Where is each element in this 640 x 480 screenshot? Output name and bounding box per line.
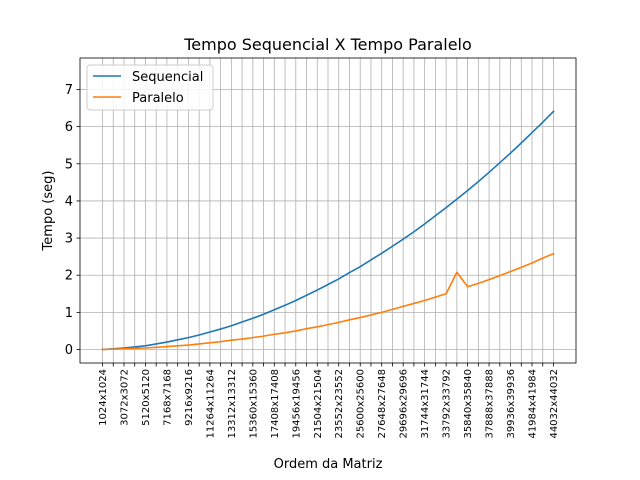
x-tick-label: 37888x37888 bbox=[485, 369, 496, 439]
y-axis-label: Tempo (seg) bbox=[41, 171, 56, 252]
y-tick-label: 7 bbox=[65, 83, 73, 98]
y-tick-label: 6 bbox=[65, 120, 73, 135]
x-tick-label: 11264x11264 bbox=[205, 369, 216, 439]
y-tick-label: 1 bbox=[65, 306, 73, 321]
x-tick-label: 5120x5120 bbox=[141, 369, 152, 426]
y-tick-label: 0 bbox=[65, 343, 73, 358]
x-tick-label: 33792x33792 bbox=[442, 369, 453, 439]
y-axis: 0 1 2 3 4 5 6 7 bbox=[65, 83, 80, 358]
series-lines bbox=[101, 110, 555, 351]
x-tick-label: 17408x17408 bbox=[270, 369, 281, 439]
y-tick-label: 5 bbox=[65, 157, 73, 172]
x-tick-label: 15360x15360 bbox=[248, 369, 259, 439]
x-tick-label: 1024x1024 bbox=[98, 369, 109, 426]
chart-title: Tempo Sequencial X Tempo Paralelo bbox=[183, 35, 472, 54]
x-tick-label: 29696x29696 bbox=[399, 369, 410, 439]
x-axis: 1024x1024 3072x3072 5120x5120 7168x7168 9216… bbox=[98, 363, 560, 439]
legend: Sequencial Paralelo bbox=[86, 64, 214, 111]
series-line-paralelo bbox=[101, 252, 555, 351]
x-tick-label: 25600x25600 bbox=[356, 369, 367, 439]
x-axis-label: Ordem da Matriz bbox=[274, 457, 383, 472]
x-tick-label: 19456x19456 bbox=[291, 369, 302, 439]
x-tick-label: 7168x7168 bbox=[162, 369, 173, 426]
x-tick-label: 27648x27648 bbox=[377, 369, 388, 439]
x-tick-label: 13312x13312 bbox=[227, 369, 238, 439]
y-tick-label: 3 bbox=[65, 232, 73, 247]
x-tick-label: 21504x21504 bbox=[313, 369, 324, 439]
legend-label-sequencial: Sequencial bbox=[132, 70, 203, 85]
x-tick-label: 35840x35840 bbox=[463, 369, 474, 439]
y-tick-label: 2 bbox=[65, 269, 73, 284]
x-tick-label: 41984x41984 bbox=[528, 369, 539, 439]
series-line-sequencial bbox=[101, 110, 555, 351]
x-tick-label: 31744x31744 bbox=[420, 369, 431, 439]
x-tick-label: 3072x3072 bbox=[119, 369, 130, 426]
x-tick-label: 44032x44032 bbox=[549, 369, 560, 439]
x-tick-label: 9216x9216 bbox=[184, 369, 195, 426]
x-tick-label: 23552x23552 bbox=[334, 369, 345, 439]
x-tick-label: 39936x39936 bbox=[506, 369, 517, 439]
legend-label-paralelo: Paralelo bbox=[132, 91, 184, 106]
y-tick-label: 4 bbox=[65, 194, 73, 209]
